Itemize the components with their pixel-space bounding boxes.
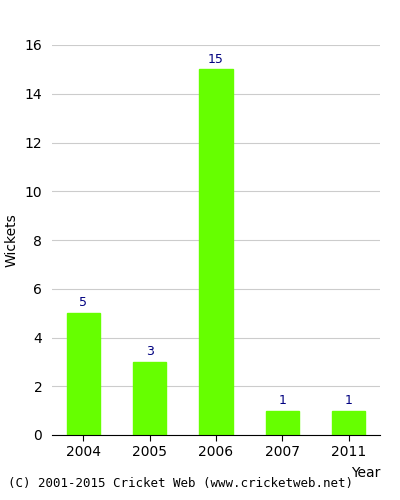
Text: 15: 15 xyxy=(208,52,224,66)
Bar xyxy=(200,70,232,435)
Text: 1: 1 xyxy=(278,394,286,407)
Y-axis label: Wickets: Wickets xyxy=(5,213,19,267)
Text: 3: 3 xyxy=(146,345,154,358)
Bar xyxy=(332,410,365,435)
X-axis label: Year: Year xyxy=(351,466,380,480)
Text: (C) 2001-2015 Cricket Web (www.cricketweb.net): (C) 2001-2015 Cricket Web (www.cricketwe… xyxy=(8,477,353,490)
Bar xyxy=(133,362,166,435)
Bar xyxy=(266,410,299,435)
Bar xyxy=(67,313,100,435)
Text: 5: 5 xyxy=(80,296,88,310)
Text: 1: 1 xyxy=(344,394,352,407)
